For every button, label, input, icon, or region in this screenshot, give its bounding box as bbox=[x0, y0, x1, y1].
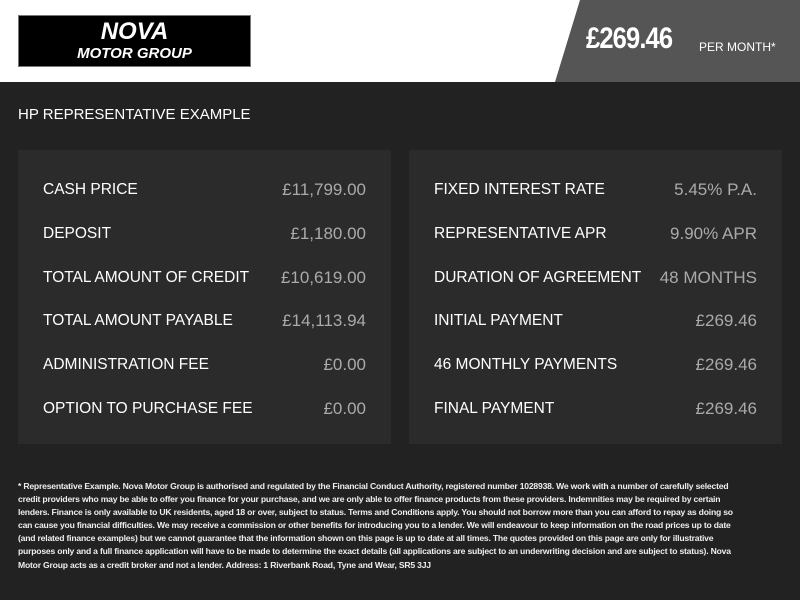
finance-row: DEPOSIT £1,180.00 bbox=[43, 222, 366, 246]
row-value: £10,619.00 bbox=[280, 267, 366, 287]
row-value: £269.46 bbox=[695, 399, 757, 418]
monthly-price: £269.46 bbox=[586, 22, 673, 55]
section-title: HP REPRESENTATIVE EXAMPLE bbox=[18, 106, 251, 123]
row-label: 46 MONTHLY PAYMENTS bbox=[434, 356, 618, 374]
finance-row: INITIAL PAYMENT £269.46 bbox=[434, 309, 757, 333]
per-month-label: PER MONTH* bbox=[699, 40, 776, 54]
row-label: INITIAL PAYMENT bbox=[434, 312, 563, 330]
footnote: * Representative Example. Nova Motor Gro… bbox=[18, 481, 733, 570]
finance-row: OPTION TO PURCHASE FEE £0.00 bbox=[43, 397, 366, 421]
finance-row: ADMINISTRATION FEE £0.00 bbox=[43, 353, 366, 377]
finance-row: REPRESENTATIVE APR 9.90% APR bbox=[434, 222, 757, 246]
row-label: FINAL PAYMENT bbox=[434, 400, 555, 417]
row-value: £0.00 bbox=[323, 355, 366, 375]
right-panel: FIXED INTEREST RATE 5.45% P.A. REPRESENTAT… bbox=[409, 150, 782, 444]
finance-row: DURATION OF AGREEMENT 48 MONTHS bbox=[434, 266, 757, 290]
header: NOVA MOTOR GROUP £269.46 PER MONTH* bbox=[0, 0, 800, 82]
nova-logo: NOVA MOTOR GROUP bbox=[18, 15, 251, 67]
finance-row: FIXED INTEREST RATE 5.45% P.A. bbox=[434, 178, 757, 202]
finance-row: TOTAL AMOUNT OF CREDIT £10,619.00 bbox=[43, 266, 366, 290]
left-panel: CASH PRICE £11,799.00 DEPOSIT £1,180.00 TOTA… bbox=[18, 150, 391, 444]
row-label: FIXED INTEREST RATE bbox=[434, 181, 605, 198]
price-box bbox=[555, 0, 800, 82]
finance-row: 46 MONTHLY PAYMENTS £269.46 bbox=[434, 353, 757, 377]
row-label: CASH PRICE bbox=[43, 181, 138, 198]
row-label: OPTION TO PURCHASE FEE bbox=[43, 400, 253, 417]
row-label: TOTAL AMOUNT PAYABLE bbox=[43, 312, 233, 330]
logo-line2: MOTOR GROUP bbox=[77, 45, 192, 62]
row-value: 5.45% P.A. bbox=[674, 180, 757, 199]
row-value: 9.90% APR bbox=[670, 223, 757, 243]
row-label: ADMINISTRATION FEE bbox=[43, 356, 209, 374]
row-label: DURATION OF AGREEMENT bbox=[434, 268, 642, 286]
finance-row: CASH PRICE £11,799.00 bbox=[43, 178, 366, 202]
row-label: REPRESENTATIVE APR bbox=[434, 224, 607, 242]
finance-row: FINAL PAYMENT £269.46 bbox=[434, 397, 757, 421]
row-value: £269.46 bbox=[695, 311, 757, 331]
row-value: £269.46 bbox=[695, 355, 757, 375]
row-label: DEPOSIT bbox=[43, 224, 112, 242]
row-value: £1,180.00 bbox=[290, 223, 366, 243]
logo-line1: NOVA bbox=[100, 18, 169, 45]
row-label: TOTAL AMOUNT OF CREDIT bbox=[43, 268, 250, 286]
row-value: £0.00 bbox=[323, 399, 366, 418]
row-value: £14,113.94 bbox=[282, 311, 366, 331]
finance-row: TOTAL AMOUNT PAYABLE £14,113.94 bbox=[43, 309, 366, 333]
row-value: £11,799.00 bbox=[282, 180, 366, 199]
row-value: 48 MONTHS bbox=[659, 267, 757, 287]
